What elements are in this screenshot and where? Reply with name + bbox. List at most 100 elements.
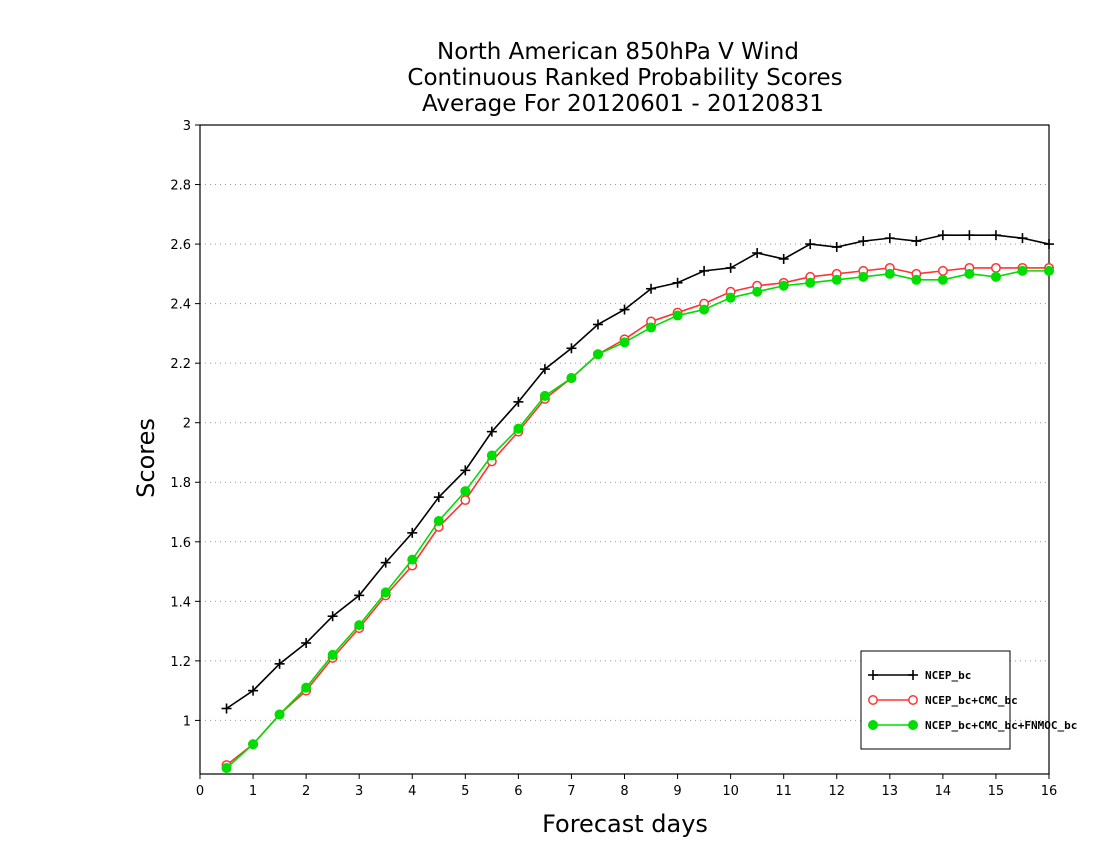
data-point (460, 495, 471, 506)
data-point (990, 262, 1001, 273)
legend: NCEP_bc NCEP_bc+CMC_bc NCEP_bc+CMC_bc+FNMO… (860, 650, 1077, 750)
series-lines (221, 230, 1054, 774)
data-point (884, 233, 895, 244)
data-point (964, 268, 975, 279)
data-point (433, 492, 444, 503)
x-tick-label: 5 (461, 784, 469, 799)
legend-marker (868, 695, 878, 705)
legend-marker (908, 670, 918, 680)
x-tick-label: 9 (673, 784, 681, 799)
x-tick-label: 11 (775, 784, 792, 799)
data-point (699, 265, 710, 276)
data-point (937, 274, 948, 285)
data-point (354, 590, 365, 601)
x-tick-label: 2 (302, 784, 310, 799)
data-point (566, 343, 577, 354)
x-axis-ticks: 0 1 2 3 4 5 6 7 8 9 10 11 12 13 14 15 16 (196, 774, 1057, 799)
data-point (407, 554, 418, 565)
data-point (646, 322, 657, 333)
data-point (619, 304, 630, 315)
data-point (433, 515, 444, 526)
gridlines (200, 184, 1049, 721)
x-tick-label: 3 (355, 784, 363, 799)
data-point (513, 423, 524, 434)
data-point (672, 277, 683, 288)
y-tick-label: 1.8 (170, 476, 191, 491)
data-point (221, 703, 232, 714)
data-point (539, 364, 550, 375)
data-point (274, 709, 285, 720)
data-point (1017, 233, 1028, 244)
legend-entry: NCEP_bc (868, 669, 971, 682)
data-point (725, 262, 736, 273)
data-point (1017, 265, 1028, 276)
y-tick-label: 1.2 (170, 655, 191, 670)
data-point (937, 265, 948, 276)
legend-entry: NCEP_bc+CMC_bc (868, 694, 1018, 707)
title-line-3: Average For 20120601 - 20120831 (422, 91, 824, 117)
data-point (778, 253, 789, 264)
y-tick-label: 1.4 (170, 595, 191, 610)
data-point (592, 319, 603, 330)
data-point (486, 426, 497, 437)
data-point (699, 304, 710, 315)
legend-marker (868, 720, 878, 730)
data-point (486, 450, 497, 461)
data-point (911, 274, 922, 285)
data-point (274, 658, 285, 669)
data-point (380, 587, 391, 598)
data-point (1044, 265, 1054, 276)
data-point (884, 268, 895, 279)
data-point (831, 274, 842, 285)
x-tick-label: 14 (935, 784, 952, 799)
y-tick-label: 2.8 (170, 179, 191, 194)
data-point (221, 763, 232, 774)
data-point (407, 527, 418, 538)
data-point (778, 280, 789, 291)
legend-label: NCEP_bc (925, 669, 971, 682)
data-point (752, 248, 763, 259)
y-tick-label: 2.6 (170, 238, 191, 253)
legend-entries: NCEP_bc NCEP_bc+CMC_bc NCEP_bc+CMC_bc+FNMO… (868, 669, 1077, 732)
y-tick-label: 1 (183, 714, 191, 729)
x-tick-label: 16 (1041, 784, 1058, 799)
y-tick-label: 1.6 (170, 536, 191, 551)
data-point (911, 236, 922, 247)
data-point (248, 685, 259, 696)
data-point (327, 649, 338, 660)
title-line-2: Continuous Ranked Probability Scores (407, 65, 842, 91)
y-tick-label: 2.4 (170, 298, 191, 313)
data-point (301, 638, 312, 649)
x-tick-label: 15 (988, 784, 1005, 799)
data-point (990, 230, 1001, 241)
y-tick-label: 2 (183, 417, 191, 432)
legend-label: NCEP_bc+CMC_bc (925, 694, 1018, 707)
data-point (460, 486, 471, 497)
data-point (327, 611, 338, 622)
y-tick-label: 2.2 (170, 357, 191, 372)
legend-entry: NCEP_bc+CMC_bc+FNMOC_bc (868, 719, 1077, 732)
chart-title: North American 850hPa V Wind Continuous … (407, 39, 842, 117)
x-tick-label: 13 (882, 784, 899, 799)
data-point (964, 230, 975, 241)
series-0 (221, 230, 1054, 714)
x-tick-label: 8 (620, 784, 628, 799)
data-point (752, 286, 763, 297)
series-2 (221, 265, 1054, 774)
data-point (566, 373, 577, 384)
x-tick-label: 0 (196, 784, 204, 799)
data-point (301, 682, 312, 693)
x-tick-label: 1 (249, 784, 257, 799)
data-point (646, 283, 657, 294)
data-point (672, 310, 683, 321)
data-point (1044, 239, 1054, 250)
x-tick-label: 7 (567, 784, 575, 799)
data-point (805, 277, 816, 288)
data-point (460, 465, 471, 476)
data-point (858, 271, 869, 282)
data-point (354, 620, 365, 631)
data-point (592, 349, 603, 360)
y-tick-label: 3 (183, 119, 191, 134)
x-tick-label: 4 (408, 784, 416, 799)
x-tick-label: 10 (722, 784, 739, 799)
